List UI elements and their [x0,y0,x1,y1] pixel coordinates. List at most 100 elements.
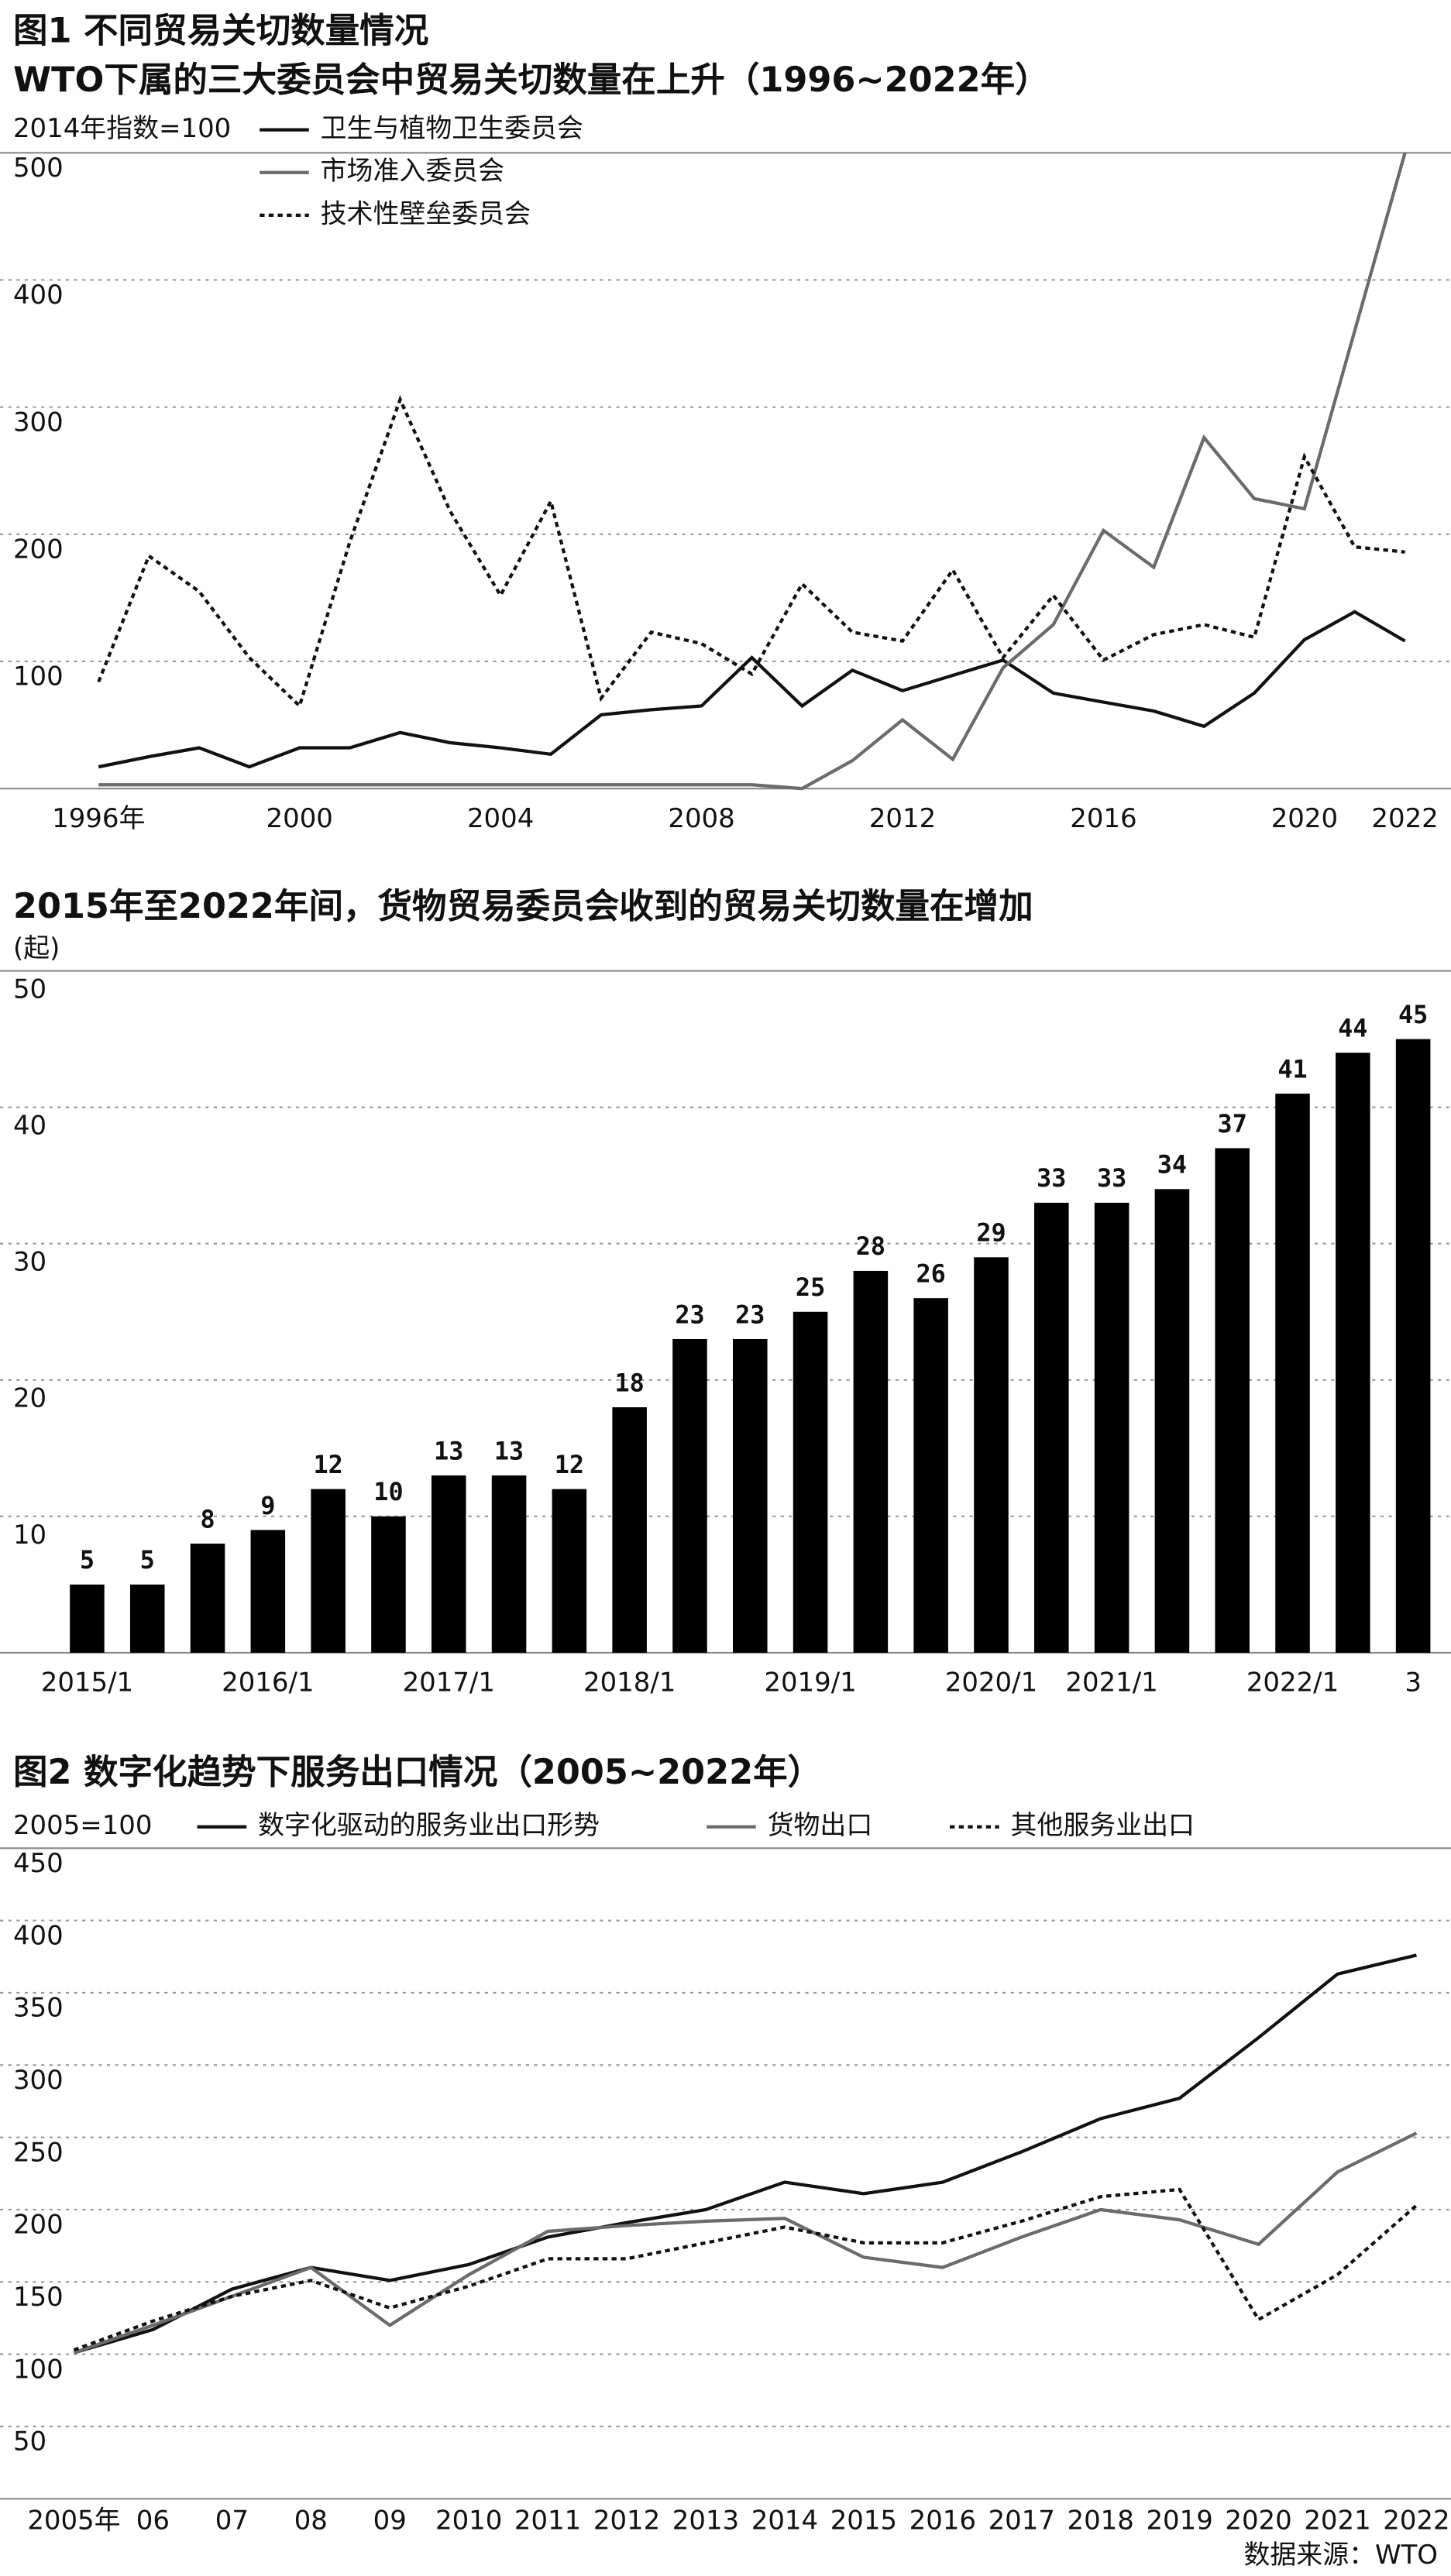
y-tick-label: 10 [13,1520,46,1551]
bar [491,1475,527,1653]
value-label: 18 [615,1368,645,1397]
x-tick-label: 2020 [1225,2506,1291,2537]
bar [190,1544,225,1653]
y-tick-label: 20 [13,1384,46,1414]
x-tick-label: 2014 [751,2506,818,2537]
bar [431,1475,466,1653]
x-tick-label: 2008 [668,804,734,834]
y-tick-label: 50 [13,2427,46,2458]
bar [1336,1053,1370,1653]
value-label: 34 [1157,1150,1187,1180]
legend-label: 卫生与植物卫生委员会 [321,114,583,144]
x-tick-label: 2017 [989,2506,1055,2537]
value-label: 28 [856,1231,885,1261]
legend-label: 其他服务业出口 [1011,1811,1195,1841]
bar [1154,1189,1190,1653]
legend-label: 数字化驱动的服务业出口形势 [258,1811,600,1841]
x-tick-label: 2022 [1371,804,1438,834]
value-label: 5 [140,1545,155,1575]
x-tick-label: 08 [294,2506,328,2537]
x-tick-label: 2016 [1070,804,1136,834]
x-tick-label: 2005年 [27,2506,120,2537]
value-label: 37 [1218,1109,1247,1139]
x-tick-label: 2010 [435,2506,502,2537]
bar [129,1584,165,1653]
bar [250,1530,286,1653]
y-tick-label: 400 [13,280,64,311]
y-tick-label: 50 [13,975,46,1005]
value-label: 26 [916,1259,946,1288]
y-axis-label: 2005=100 [13,1811,153,1841]
bar [1395,1039,1431,1653]
x-tick-label: 2004 [467,804,534,834]
chart-title: 2015年至2022年间，货物贸易委员会收到的贸易关切数量在增加 [13,886,1033,926]
x-tick-label: 2019/1 [764,1668,856,1698]
x-tick-label: 2022 [1383,2506,1449,2537]
value-label: 45 [1398,1000,1428,1029]
line-series [97,395,1405,709]
line-series [73,2187,1418,2352]
x-tick-label: 2012 [593,2506,660,2537]
source: 数据来源：WTO [1243,2540,1438,2571]
bar [733,1338,768,1653]
bar [70,1584,105,1653]
line-series [98,610,1406,769]
x-tick-label: 07 [215,2506,249,2537]
y-tick-label: 200 [13,2210,64,2241]
value-label: 23 [735,1300,765,1329]
x-tick-label: 09 [373,2506,407,2537]
value-label: 44 [1338,1014,1367,1043]
x-tick-label: 2016/1 [222,1668,314,1698]
value-label: 41 [1277,1054,1307,1084]
value-label: 5 [80,1545,95,1575]
y-tick-label: 30 [13,1248,46,1278]
x-tick-label: 06 [136,2506,170,2537]
x-tick-label: 2020/1 [945,1668,1037,1698]
value-label: 8 [200,1504,215,1534]
line-series [98,152,1407,791]
bar [1034,1202,1069,1653]
y-tick-label: 100 [13,662,64,692]
y-tick-label: 40 [13,1111,46,1142]
line-series [73,2131,1418,2354]
x-tick-label: 2012 [869,804,936,834]
value-label: 12 [555,1450,584,1479]
figure-title: 图1 不同贸易关切数量情况 [13,10,428,50]
y-tick-label: 300 [13,407,64,438]
y-tick-label: 350 [13,1994,64,2024]
x-tick-label: 2016 [909,2506,976,2537]
y-tick-label: 450 [13,1849,64,1879]
y-tick-label: 250 [13,2138,64,2168]
chart-title: WTO下属的三大委员会中贸易关切数量在上升（1996~2022年） [13,60,1050,100]
value-label: 13 [494,1436,524,1465]
x-tick-label: 2018 [1068,2506,1134,2537]
x-tick-label: 2000 [266,804,333,834]
value-label: 12 [313,1450,342,1479]
legend-label: 货物出口 [768,1811,873,1841]
bar [552,1489,587,1653]
bar [853,1270,889,1653]
y-tick-label: 100 [13,2354,64,2385]
bar [371,1516,406,1653]
x-tick-label: 2019 [1146,2506,1212,2537]
value-label: 13 [434,1436,463,1465]
legend-label: 市场准入委员会 [321,156,504,187]
value-label: 33 [1037,1163,1066,1193]
y-axis-label: 2014年指数=100 [13,114,231,144]
x-tick-label: 2018/1 [583,1668,676,1698]
x-tick-label: 2015/1 [41,1668,133,1698]
y-tick-label: 150 [13,2282,64,2313]
bar [672,1338,707,1653]
x-tick-label: 2021 [1304,2506,1370,2537]
value-label: 9 [260,1491,275,1520]
value-label: 29 [976,1218,1006,1248]
bar [1275,1094,1310,1653]
bar [612,1406,647,1653]
value-label: 25 [796,1273,825,1302]
x-tick-label: 2017/1 [403,1668,495,1698]
x-tick-label: 3 [1405,1668,1422,1698]
bar [913,1298,948,1653]
x-tick-label: 2020 [1271,804,1338,834]
bar [974,1257,1009,1653]
